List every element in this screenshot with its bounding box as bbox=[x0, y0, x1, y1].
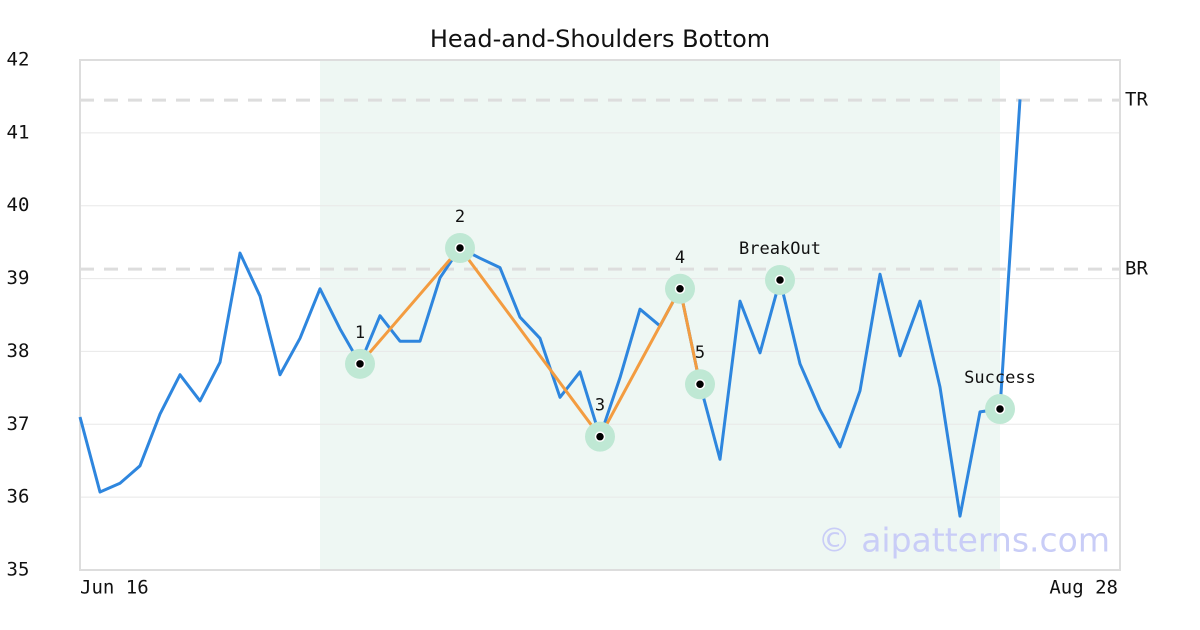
y-tick-label: 38 bbox=[7, 340, 30, 362]
y-tick-label: 36 bbox=[7, 486, 30, 508]
pattern-point bbox=[994, 403, 1006, 415]
y-tick-label: 40 bbox=[7, 194, 30, 216]
pattern-point-label: 1 bbox=[355, 323, 365, 343]
pattern-point bbox=[674, 283, 686, 295]
pattern-point bbox=[354, 358, 366, 370]
y-tick-label: 42 bbox=[7, 49, 30, 71]
pattern-point-label: 5 bbox=[695, 343, 705, 363]
pattern-point bbox=[694, 378, 706, 390]
chart-title: Head-and-Shoulders Bottom bbox=[430, 25, 770, 53]
watermark: © aipatterns.com bbox=[818, 521, 1110, 560]
level-label: TR bbox=[1125, 89, 1148, 111]
plot-border bbox=[79, 59, 1121, 571]
level-label: BR bbox=[1125, 258, 1148, 280]
pattern-point-label: BreakOut bbox=[739, 239, 821, 259]
pattern-point bbox=[454, 242, 466, 254]
x-tick-label: Jun 16 bbox=[80, 577, 149, 599]
pattern-point-label: 2 bbox=[455, 207, 465, 227]
pattern-point bbox=[594, 431, 606, 442]
y-tick-label: 35 bbox=[7, 559, 30, 581]
pattern-point-label: Success bbox=[964, 368, 1036, 388]
x-tick-label: Aug 28 bbox=[1049, 577, 1118, 599]
pattern-point-label: 4 bbox=[675, 248, 685, 268]
pattern-point-label: 3 bbox=[595, 396, 605, 416]
y-tick-label: 41 bbox=[7, 121, 30, 143]
y-tick-label: 37 bbox=[7, 413, 30, 435]
pattern-region bbox=[320, 60, 1000, 570]
y-tick-label: 39 bbox=[7, 267, 30, 289]
pattern-point bbox=[774, 274, 786, 286]
